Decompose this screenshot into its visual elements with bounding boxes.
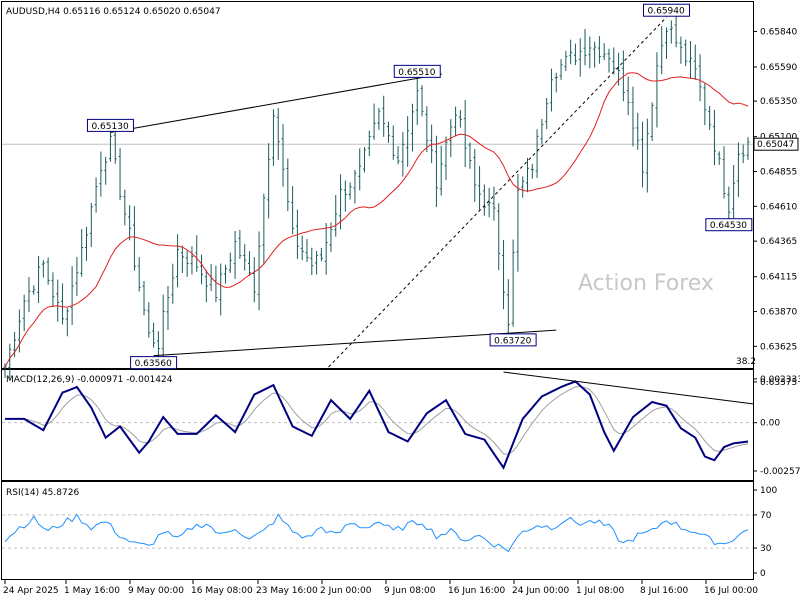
rsi-tick-label: 100 [760,486,777,496]
price-tick-label: 0.65590 [760,63,797,73]
price-annotation-label: 0.63720 [494,336,531,346]
price-tick-label: 0.64365 [760,237,797,247]
fib-level-label: 38.2 [736,357,756,367]
time-tick-label: 16 Jun 16:00 [448,586,505,596]
watermark: Action Forex [578,271,714,296]
price-annotation-label: 0.65510 [398,68,435,78]
time-tick-label: 9 Jun 08:00 [384,586,436,596]
time-tick-label: 2 Jun 00:00 [320,586,372,596]
price-annotation-box [489,333,537,347]
price-annotation-box [643,3,691,17]
price-tick-label: 0.64855 [760,167,797,177]
time-tick-label: 24 Apr 2025 [3,586,59,596]
price-annotation-box [705,218,753,232]
upper-channel-line [110,73,442,133]
current-price-label: 0.65047 [757,140,794,150]
rsi-tick-label: 30 [760,544,772,554]
rsi-tick-label: 70 [760,511,772,521]
price-tick-label: 0.63375 [760,378,797,388]
price-tick-label: 0.64115 [760,273,797,283]
time-tick-label: 23 May 16:00 [256,586,318,596]
macd-main-line [5,380,749,470]
price-annotation-label: 0.64530 [710,221,747,231]
moving-average-line [4,72,749,368]
macd-divergence-line [503,371,754,405]
macd-signal-line [5,385,749,455]
time-tick-label: 24 Jun 00:00 [512,586,569,596]
current-price-box [753,137,799,151]
price-panel: 0.65840 0.65590 0.65350 0.65100 0.64855 0.646… [2,3,799,388]
rsi-header: RSI(14) 45.8726 [6,488,79,498]
price-annotation-label: 0.63560 [135,359,172,369]
macd-tick-label: 0.00 [760,419,780,429]
price-tick-label: 0.64610 [760,202,797,212]
price-annotation-box [130,356,178,370]
macd-tick-label: 0.002333 [760,375,800,385]
rising-trendline [328,16,667,368]
time-tick-label: 1 May 16:00 [64,586,120,596]
price-tick-label: 0.63625 [760,342,797,352]
rsi-panel: 100 70 30 0 [2,486,777,579]
price-tick-label: 0.65350 [760,97,797,107]
time-tick-label: 16 May 08:00 [191,586,253,596]
price-annotation-box [86,118,134,132]
rsi-panel-frame [1,481,754,580]
macd-panel-frame [1,369,754,481]
rsi-line [4,513,749,553]
price-annotation-box [393,64,441,78]
time-tick-label: 9 May 00:00 [128,586,184,596]
time-tick-label: 16 Jul 00:00 [704,586,758,596]
lower-channel-line [153,329,557,357]
rsi-tick-label: 0 [760,569,766,579]
price-tick-label: 0.63870 [760,308,797,318]
price-header: AUDUSD,H4 0.65116 0.65124 0.65020 0.6504… [6,7,221,17]
price-annotation-label: 0.65940 [648,7,685,17]
time-tick-label: 1 Jul 08:00 [576,586,625,596]
price-panel-frame [1,1,754,369]
price-tick-label: 0.65100 [760,133,797,143]
x-axis: 24 Apr 2025 1 May 16:00 9 May 00:00 16 May … [3,580,758,596]
price-tick-label: 0.65840 [760,27,797,37]
price-annotation-label: 0.65130 [91,122,128,132]
time-tick-label: 8 Jul 16:00 [640,586,689,596]
macd-tick-label: -0.002574 [760,467,800,477]
macd-header: MACD(12,26,9) -0.000971 -0.001424 [6,375,173,385]
macd-panel: 0.002333 0.00 -0.002574 [2,371,800,477]
